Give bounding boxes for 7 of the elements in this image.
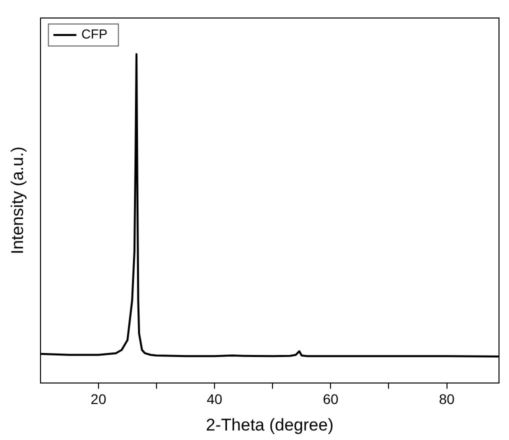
x-axis-title: 2-Theta (degree) <box>206 415 334 434</box>
x-tick-label: 20 <box>90 391 106 408</box>
legend-label: CFP <box>81 26 108 42</box>
x-tick-label: 40 <box>206 391 223 408</box>
x-tick-label: 60 <box>322 391 339 408</box>
y-axis-title: Intensity (a.u.) <box>8 146 27 254</box>
x-tick-label: 80 <box>438 391 455 408</box>
